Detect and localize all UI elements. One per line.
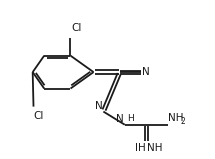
- Text: N: N: [142, 67, 150, 77]
- Text: H: H: [127, 114, 134, 123]
- Text: N: N: [95, 101, 103, 111]
- Text: Cl: Cl: [71, 24, 82, 33]
- Text: IH: IH: [135, 143, 145, 153]
- Text: NH: NH: [147, 143, 163, 153]
- Text: N: N: [116, 114, 124, 124]
- Text: 2: 2: [180, 117, 185, 126]
- Text: NH: NH: [168, 113, 184, 123]
- Text: Cl: Cl: [34, 111, 44, 121]
